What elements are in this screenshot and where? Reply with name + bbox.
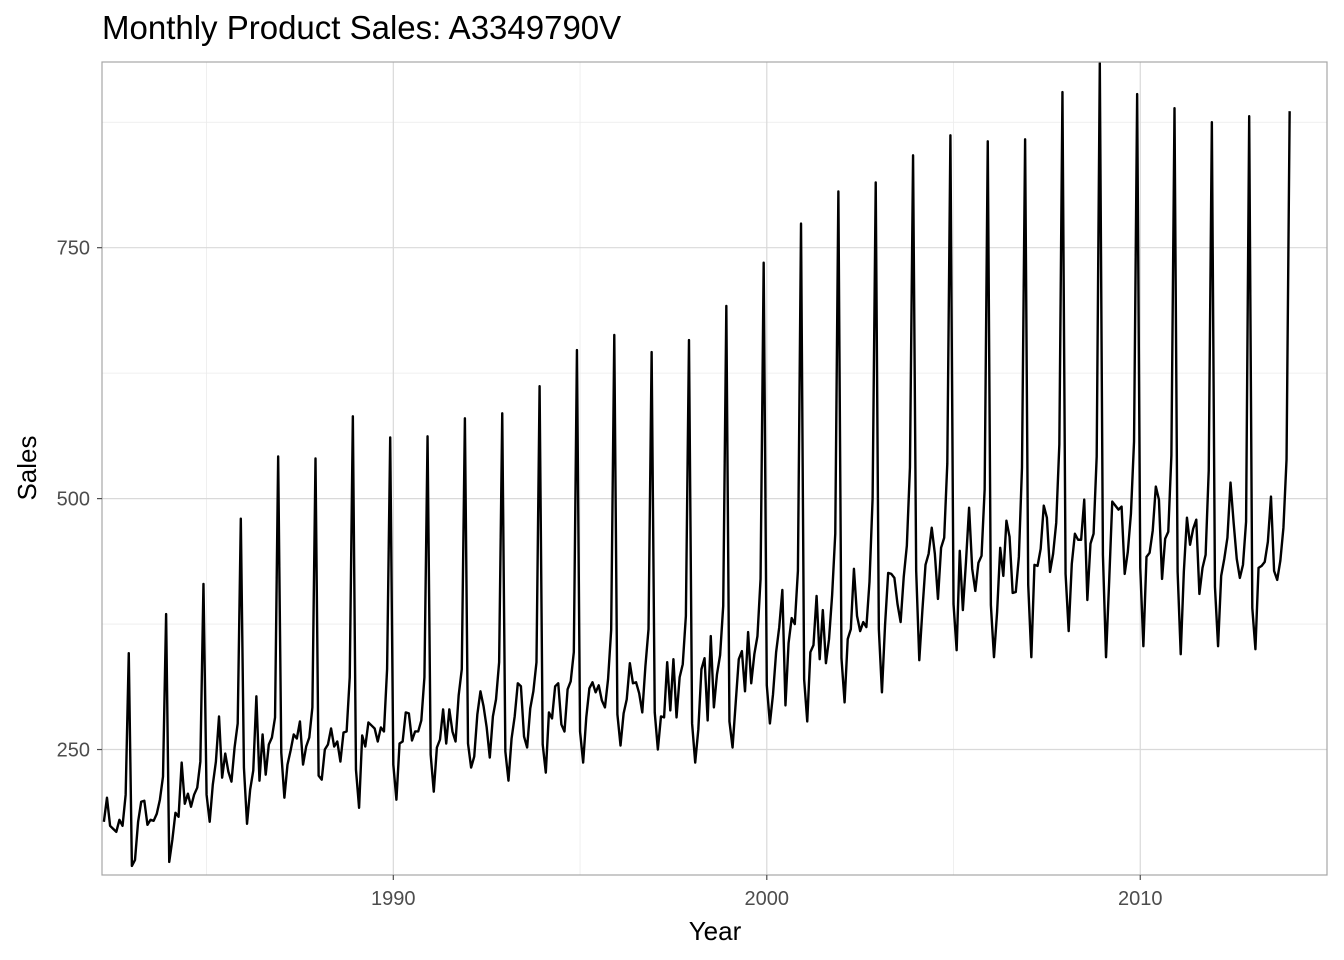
series-line xyxy=(102,61,1291,868)
chart-title: Monthly Product Sales: A3349790V xyxy=(102,9,621,46)
x-axis-ticks: 1990 2000 2010 xyxy=(371,875,1163,910)
plot-panel-border xyxy=(101,61,1328,876)
x-tick-label: 2000 xyxy=(745,888,790,910)
y-tick-label: 500 xyxy=(57,489,90,511)
x-tick-label: 2010 xyxy=(1118,888,1163,910)
x-axis-title: Year xyxy=(689,916,742,946)
y-tick-label: 750 xyxy=(57,238,90,260)
y-axis-ticks: 250 500 750 xyxy=(57,238,102,762)
grid xyxy=(102,62,1328,876)
y-tick-label: 250 xyxy=(57,740,90,762)
x-tick-label: 1990 xyxy=(371,888,416,910)
y-axis-title: Sales xyxy=(12,435,42,500)
